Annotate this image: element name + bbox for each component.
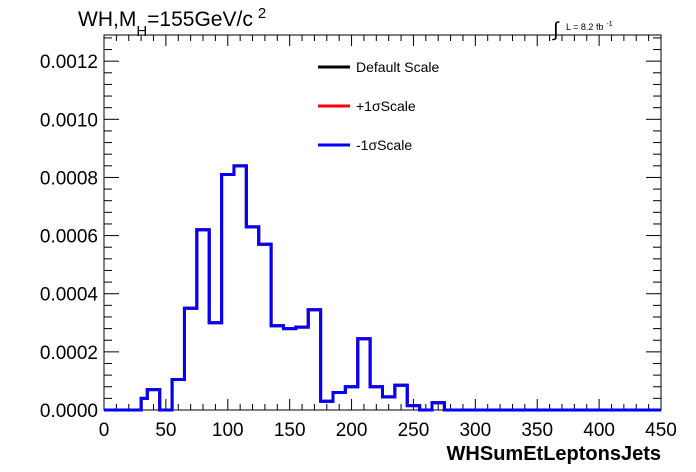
title-main: WH,M — [78, 8, 136, 31]
luminosity-label: ∫ L = 8.2 fb -1 — [552, 19, 613, 41]
title-rest: =155GeV/c — [147, 8, 253, 31]
integral-symbol: ∫ — [552, 19, 560, 41]
x-tick-label: 150 — [274, 420, 306, 441]
series-line--1-scale — [104, 164, 661, 412]
series-line-default-scale — [104, 164, 661, 412]
x-tick-label: 200 — [336, 420, 368, 441]
y-tick-label: 0.0002 — [40, 343, 98, 364]
x-tick-label: 0 — [99, 420, 110, 441]
x-axis: 0 50 100 150 200 250 300 350 400 450 — [99, 35, 677, 441]
y-tick-label: 0.0012 — [40, 52, 98, 73]
x-tick-label: 100 — [212, 420, 244, 441]
svg-text:L = 8.2 fb-1: L = 8.2 fb -1 — [566, 21, 613, 32]
y-tick-label: 0.0000 — [40, 401, 98, 422]
x-tick-label: 250 — [398, 420, 430, 441]
legend: Default Scale +1σScale -1σScale — [318, 59, 439, 153]
legend-label: +1σScale — [356, 98, 416, 114]
title-subscript: H — [136, 23, 147, 40]
chart-title: WH,MH=155GeV/c 2 — [78, 5, 266, 40]
luminosity-text: L = 8.2 fb — [566, 22, 603, 32]
svg-text:WH,MH=155GeV/c2: WH,MH=155GeV/c 2 — [78, 5, 266, 40]
luminosity-superscript: -1 — [606, 21, 612, 28]
x-tick-label: 300 — [459, 420, 491, 441]
y-axis: 0.0000 0.0002 0.0004 0.0006 0.0008 0.0010 0.00… — [40, 37, 661, 422]
y-tick-label: 0.0004 — [40, 285, 99, 306]
x-tick-label: 350 — [521, 420, 553, 441]
y-tick-label: 0.0010 — [40, 110, 98, 131]
title-superscript: 2 — [258, 5, 266, 22]
y-tick-label: 0.0008 — [40, 168, 98, 189]
x-tick-label: 450 — [645, 420, 677, 441]
series-line--1-scale — [104, 164, 661, 412]
x-tick-label: 50 — [155, 420, 176, 441]
plot-frame — [103, 34, 662, 411]
x-tick-label: 400 — [583, 420, 615, 441]
legend-label: -1σScale — [356, 137, 412, 153]
legend-label: Default Scale — [356, 59, 439, 75]
y-tick-label: 0.0006 — [40, 227, 98, 248]
x-axis-title: WHSumEtLeptonsJets — [447, 443, 661, 465]
series-layer — [104, 164, 661, 412]
